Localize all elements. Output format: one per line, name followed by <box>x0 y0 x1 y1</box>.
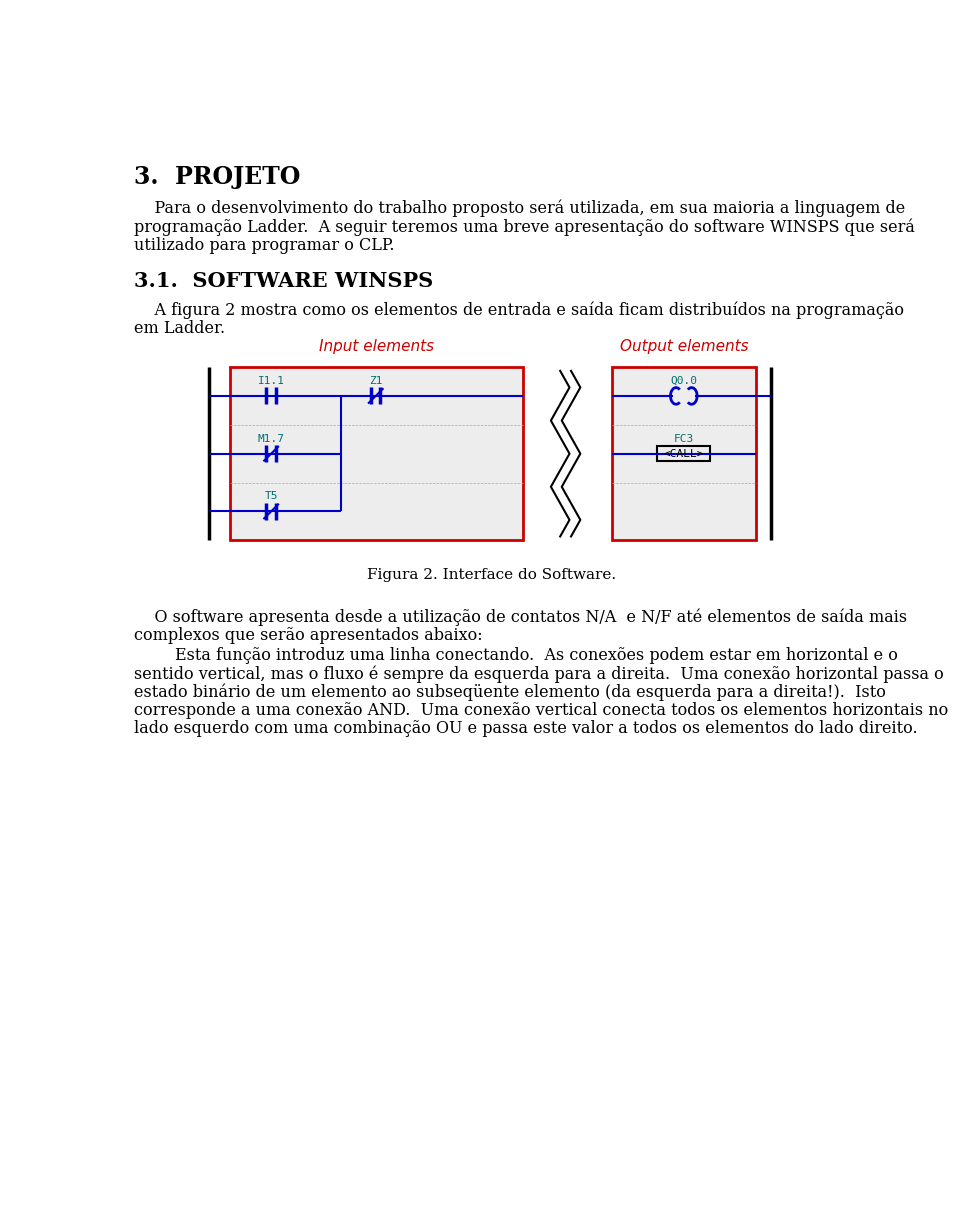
Text: <CALL>: <CALL> <box>663 449 704 459</box>
Bar <box>230 367 523 424</box>
Bar <box>230 424 523 482</box>
Bar <box>612 482 756 540</box>
Text: Esta função introduz uma linha conectando.  As conexões podem estar em horizonta: Esta função introduz uma linha conectand… <box>134 647 898 663</box>
Bar <box>230 367 523 540</box>
Text: sentido vertical, mas o fluxo é sempre da esquerda para a direita.  Uma conexão : sentido vertical, mas o fluxo é sempre d… <box>134 665 944 683</box>
Text: Input elements: Input elements <box>319 339 434 354</box>
Text: O software apresenta desde a utilização de contatos N/A  e N/F até elementos de : O software apresenta desde a utilização … <box>134 608 907 626</box>
Text: A figura 2 mostra como os elementos de entrada e saída ficam distribuídos na pro: A figura 2 mostra como os elementos de e… <box>134 301 904 319</box>
Text: T5: T5 <box>264 492 277 502</box>
Bar <box>612 367 756 540</box>
Text: lado esquerdo com uma combinação OU e passa este valor a todos os elementos do l: lado esquerdo com uma combinação OU e pa… <box>134 721 918 738</box>
Text: M1.7: M1.7 <box>257 434 284 444</box>
Text: em Ladder.: em Ladder. <box>134 320 225 337</box>
Text: complexos que serão apresentados abaixo:: complexos que serão apresentados abaixo: <box>134 626 483 643</box>
Text: corresponde a uma conexão AND.  Uma conexão vertical conecta todos os elementos : corresponde a uma conexão AND. Uma conex… <box>134 702 948 720</box>
Text: Q0.0: Q0.0 <box>670 376 697 386</box>
Text: I1.1: I1.1 <box>257 376 284 386</box>
Text: estado binário de um elemento ao subseqüente elemento (da esquerda para a direit: estado binário de um elemento ao subseqü… <box>134 684 886 701</box>
Bar <box>230 482 523 540</box>
Text: Para o desenvolvimento do trabalho proposto será utilizada, em sua maioria a lin: Para o desenvolvimento do trabalho propo… <box>134 200 905 218</box>
Text: utilizado para programar o CLP.: utilizado para programar o CLP. <box>134 237 395 253</box>
Text: FC3: FC3 <box>674 434 694 444</box>
Text: 3.  PROJETO: 3. PROJETO <box>134 165 300 188</box>
Text: Figura 2. Interface do Software.: Figura 2. Interface do Software. <box>368 568 616 582</box>
Text: Z1: Z1 <box>369 376 382 386</box>
Text: programação Ladder.  A seguir teremos uma breve apresentação do software WINSPS : programação Ladder. A seguir teremos uma… <box>134 219 915 236</box>
Text: Output elements: Output elements <box>619 339 748 354</box>
Bar <box>658 446 710 461</box>
Text: 3.1.  SOFTWARE WINSPS: 3.1. SOFTWARE WINSPS <box>134 271 433 290</box>
Bar <box>612 424 756 482</box>
Bar <box>612 367 756 424</box>
